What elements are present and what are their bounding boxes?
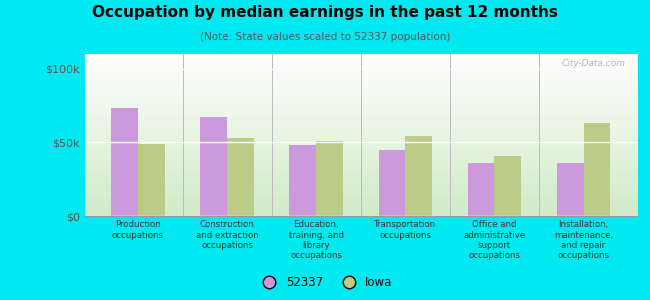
Legend: 52337, Iowa: 52337, Iowa xyxy=(253,272,397,294)
Bar xyxy=(406,136,432,216)
Bar xyxy=(111,109,138,216)
Text: City-Data.com: City-Data.com xyxy=(562,59,626,68)
Bar xyxy=(495,156,521,216)
Bar xyxy=(138,144,164,216)
Bar xyxy=(227,138,254,216)
Bar xyxy=(289,145,316,216)
Bar xyxy=(316,141,343,216)
Bar xyxy=(584,123,610,216)
Text: Occupation by median earnings in the past 12 months: Occupation by median earnings in the pas… xyxy=(92,4,558,20)
Bar xyxy=(378,150,406,216)
Bar xyxy=(468,163,495,216)
Bar xyxy=(200,117,227,216)
Bar xyxy=(557,163,584,216)
Text: (Note: State values scaled to 52337 population): (Note: State values scaled to 52337 popu… xyxy=(200,32,450,41)
